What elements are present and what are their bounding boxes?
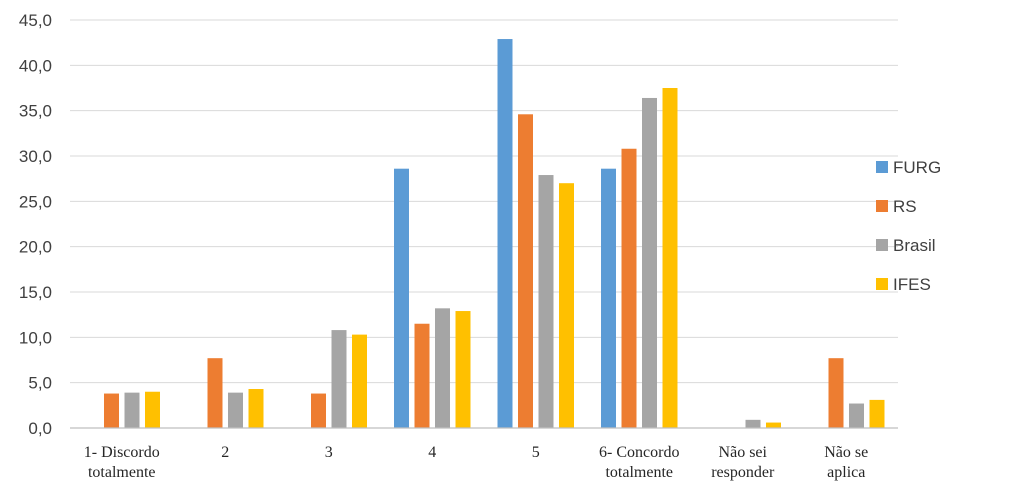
x-category-label: totalmente [605, 464, 673, 481]
x-category-label: aplica [827, 464, 865, 481]
y-tick-label: 25,0 [19, 192, 52, 211]
gridlines [70, 19, 898, 384]
bar-ifes [455, 311, 471, 428]
bar-brasil [538, 175, 554, 428]
y-tick-label: 30,0 [19, 147, 52, 166]
legend-label-ifes: IFES [893, 275, 931, 294]
x-category-label: Não sei [719, 444, 768, 461]
x-category-label: 5 [532, 444, 540, 461]
legend-swatch-brasil [876, 239, 888, 251]
y-tick-label: 15,0 [19, 283, 52, 302]
bar-brasil [228, 392, 243, 428]
x-category-label: responder [711, 464, 775, 481]
legend-swatch-ifes [876, 278, 888, 290]
bar-brasil [642, 97, 657, 429]
x-category-label: Não se [824, 444, 868, 461]
bar-rs [207, 358, 223, 428]
x-axis-category-labels: 1- Discordo totalmente 2 3 4 5 6- Concordo tota… [84, 444, 868, 481]
bar-furg [497, 39, 513, 428]
x-category-label: 2 [221, 444, 229, 461]
x-category-label: 6- Concordo [599, 444, 679, 461]
bar-brasil [331, 330, 347, 428]
legend-label-brasil: Brasil [893, 236, 936, 255]
legend: FURG RS Brasil IFES [876, 158, 941, 294]
y-tick-label: 10,0 [19, 328, 52, 347]
bar-rs [621, 148, 637, 428]
bar-rs [828, 358, 844, 428]
bar-rs [518, 114, 533, 428]
bar-rs [104, 393, 119, 428]
y-tick-label: 35,0 [19, 102, 52, 121]
legend-swatch-furg [876, 161, 888, 173]
x-category-label: 4 [428, 444, 436, 461]
bar-rs [414, 323, 430, 428]
bar-ifes [766, 422, 781, 428]
bar-brasil [124, 392, 140, 428]
legend-swatch-rs [876, 200, 888, 212]
y-axis-tick-labels: 0,0 5,0 10,0 15,0 20,0 25,0 30,0 35,0 40,0 45,0 [19, 11, 52, 438]
y-tick-label: 0,0 [28, 419, 52, 438]
bar-ifes [869, 399, 885, 428]
bar-ifes [662, 88, 678, 428]
bar-ifes [248, 389, 264, 428]
bar-ifes [559, 183, 574, 428]
x-category-label: 3 [325, 444, 333, 461]
bar-brasil [745, 419, 761, 428]
bar-brasil [435, 308, 450, 428]
bar-rs [311, 393, 326, 428]
x-category-label: totalmente [88, 464, 156, 481]
legend-label-rs: RS [893, 197, 917, 216]
bar-ifes [352, 334, 367, 428]
y-tick-label: 40,0 [19, 56, 52, 75]
bar-furg [601, 168, 616, 428]
bar-furg [394, 168, 409, 428]
bars [104, 39, 885, 429]
x-category-label: 1- Discordo [84, 444, 160, 461]
legend-label-furg: FURG [893, 158, 941, 177]
bar-brasil [849, 403, 864, 428]
y-tick-label: 45,0 [19, 11, 52, 30]
bar-ifes [145, 391, 160, 428]
y-tick-label: 20,0 [19, 238, 52, 257]
y-tick-label: 5,0 [28, 374, 52, 393]
